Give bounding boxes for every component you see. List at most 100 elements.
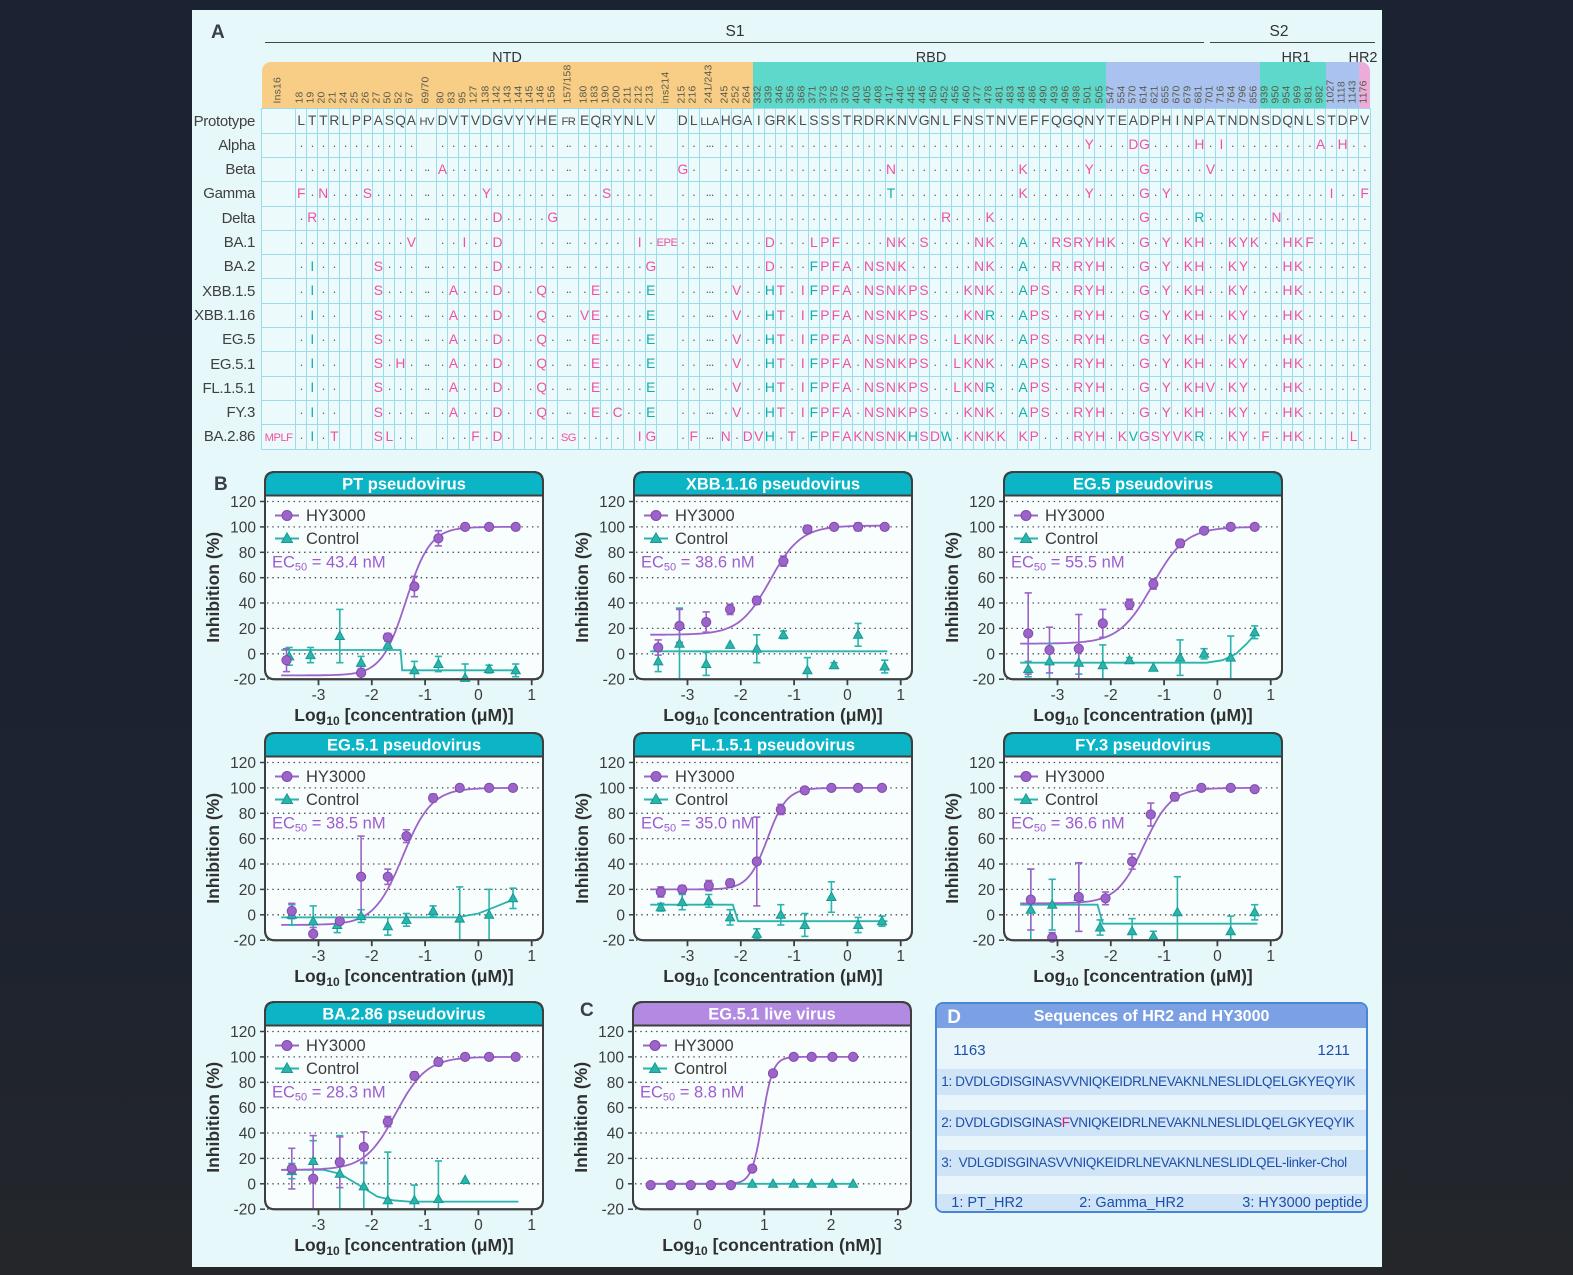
svg-text:-2: -2 [365, 1217, 379, 1234]
svg-text:0: 0 [843, 948, 852, 965]
svg-text:80: 80 [239, 1074, 257, 1091]
svg-text:80: 80 [239, 806, 257, 823]
svg-text:3: 3 [894, 1217, 903, 1234]
svg-text:40: 40 [239, 595, 257, 612]
svg-text:HY3000: HY3000 [306, 1037, 366, 1055]
svg-text:-1: -1 [418, 687, 432, 704]
svg-text:80: 80 [977, 544, 995, 561]
svg-text:80: 80 [608, 806, 626, 823]
svg-text:Inhibition (%): Inhibition (%) [203, 793, 223, 904]
svg-text:120: 120 [230, 755, 256, 772]
svg-text:Log10 [concentration (μM)]: Log10 [concentration (μM)] [663, 705, 882, 728]
svg-text:HY3000: HY3000 [675, 507, 735, 525]
svg-text:40: 40 [607, 1125, 625, 1142]
svg-text:120: 120 [230, 494, 256, 511]
svg-text:100: 100 [599, 519, 625, 536]
svg-text:HY3000: HY3000 [306, 768, 366, 786]
svg-text:EC50 = 55.5 nM: EC50 = 55.5 nM [1011, 553, 1125, 573]
svg-text:-1: -1 [787, 948, 801, 965]
svg-text:0: 0 [247, 1176, 256, 1193]
svg-text:0: 0 [1213, 687, 1222, 704]
svg-text:2: 2 [827, 1217, 836, 1234]
svg-text:-3: -3 [681, 687, 695, 704]
svg-text:-3: -3 [681, 948, 695, 965]
svg-text:-2: -2 [365, 948, 379, 965]
svg-text:-2: -2 [1104, 948, 1118, 965]
svg-text:-20: -20 [234, 1201, 257, 1218]
svg-text:-3: -3 [1050, 687, 1064, 704]
svg-text:100: 100 [969, 780, 995, 797]
svg-text:0: 0 [986, 907, 995, 924]
svg-text:EG.5.1 pseudovirus: EG.5.1 pseudovirus [327, 736, 481, 754]
svg-text:-2: -2 [1104, 687, 1118, 704]
svg-text:1: 1 [896, 948, 905, 965]
svg-text:Inhibition (%): Inhibition (%) [572, 793, 592, 904]
svg-text:Inhibition (%): Inhibition (%) [942, 531, 962, 642]
svg-text:Inhibition (%): Inhibition (%) [571, 1061, 591, 1172]
svg-text:-20: -20 [603, 933, 626, 950]
svg-text:120: 120 [598, 1024, 624, 1041]
svg-text:120: 120 [969, 494, 995, 511]
svg-text:0: 0 [616, 907, 625, 924]
svg-text:120: 120 [969, 755, 995, 772]
svg-text:-1: -1 [787, 687, 801, 704]
svg-text:BA.2.86 pseudovirus: BA.2.86 pseudovirus [322, 1005, 485, 1023]
svg-text:80: 80 [977, 806, 995, 823]
svg-text:Log10 [concentration (nM)]: Log10 [concentration (nM)] [662, 1235, 881, 1258]
svg-text:Log10 [concentration (μM)]: Log10 [concentration (μM)] [1033, 705, 1252, 728]
svg-text:PT pseudovirus: PT pseudovirus [342, 475, 466, 493]
svg-text:80: 80 [608, 544, 626, 561]
svg-text:Control: Control [306, 530, 359, 548]
svg-text:40: 40 [239, 857, 257, 874]
svg-text:60: 60 [977, 570, 995, 587]
svg-text:-20: -20 [234, 933, 257, 950]
svg-text:Control: Control [675, 791, 728, 809]
svg-text:60: 60 [608, 831, 626, 848]
svg-text:100: 100 [969, 519, 995, 536]
svg-text:60: 60 [239, 1100, 257, 1117]
svg-text:EC50 = 35.0 nM: EC50 = 35.0 nM [641, 815, 755, 835]
svg-text:0: 0 [693, 1217, 702, 1234]
svg-text:HY3000: HY3000 [1045, 768, 1105, 786]
svg-text:0: 0 [474, 687, 483, 704]
svg-text:Inhibition (%): Inhibition (%) [942, 793, 962, 904]
svg-text:100: 100 [230, 519, 256, 536]
svg-text:-1: -1 [1157, 687, 1171, 704]
svg-text:-2: -2 [734, 948, 748, 965]
svg-text:20: 20 [239, 882, 257, 899]
svg-text:0: 0 [615, 1176, 624, 1193]
svg-text:0: 0 [1213, 948, 1222, 965]
svg-text:0: 0 [843, 687, 852, 704]
svg-text:-20: -20 [234, 671, 257, 688]
svg-text:-3: -3 [1050, 948, 1064, 965]
svg-text:Control: Control [306, 791, 359, 809]
svg-text:40: 40 [977, 857, 995, 874]
svg-text:Inhibition (%): Inhibition (%) [203, 531, 223, 642]
svg-text:EG.5.1 live virus: EG.5.1 live virus [708, 1005, 836, 1023]
svg-text:FY.3 pseudovirus: FY.3 pseudovirus [1075, 736, 1211, 754]
svg-text:60: 60 [239, 570, 257, 587]
svg-text:0: 0 [474, 948, 483, 965]
svg-text:100: 100 [599, 780, 625, 797]
svg-text:Log10 [concentration (μM)]: Log10 [concentration (μM)] [663, 966, 882, 989]
svg-text:40: 40 [608, 595, 626, 612]
svg-text:HY3000: HY3000 [1045, 507, 1105, 525]
svg-text:100: 100 [598, 1049, 624, 1066]
svg-text:-3: -3 [312, 948, 326, 965]
svg-text:Control: Control [674, 1060, 727, 1078]
svg-text:40: 40 [608, 857, 626, 874]
svg-text:EC50 = 38.5 nM: EC50 = 38.5 nM [272, 815, 386, 835]
svg-text:0: 0 [247, 646, 256, 663]
svg-text:1: 1 [896, 687, 905, 704]
svg-text:FL.1.5.1 pseudovirus: FL.1.5.1 pseudovirus [691, 736, 855, 754]
svg-text:40: 40 [977, 595, 995, 612]
svg-text:-2: -2 [734, 687, 748, 704]
svg-text:-20: -20 [602, 1201, 625, 1218]
svg-text:EC50 = 43.4 nM: EC50 = 43.4 nM [272, 553, 386, 573]
svg-text:EC50 = 8.8 nM: EC50 = 8.8 nM [640, 1083, 744, 1103]
svg-text:-1: -1 [418, 1217, 432, 1234]
svg-text:0: 0 [247, 907, 256, 924]
svg-text:1: 1 [527, 948, 536, 965]
svg-text:0: 0 [986, 646, 995, 663]
svg-text:EC50 = 38.6 nM: EC50 = 38.6 nM [641, 553, 755, 573]
